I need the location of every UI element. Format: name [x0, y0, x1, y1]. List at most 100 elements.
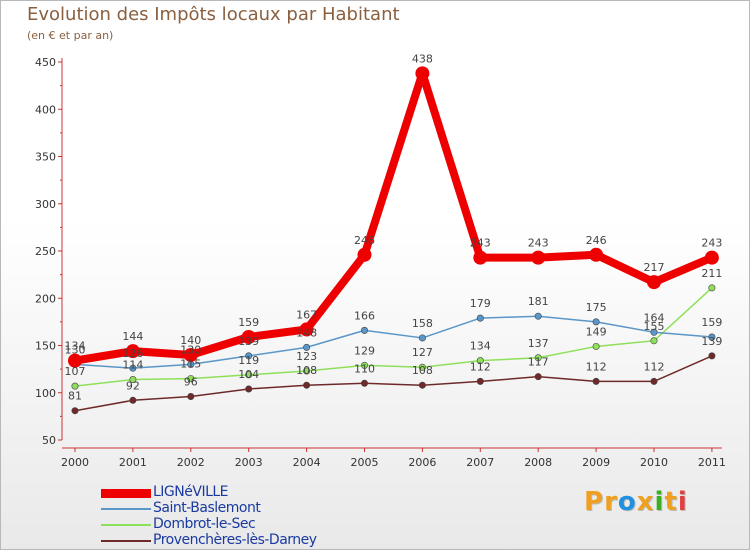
data-point: [531, 250, 546, 265]
y-tick-label: 50: [42, 434, 56, 447]
data-label: 115: [180, 358, 201, 371]
data-point: [476, 314, 484, 322]
data-label: 181: [528, 295, 549, 308]
data-point: [589, 247, 604, 262]
data-label: 158: [412, 317, 433, 330]
data-point: [68, 353, 82, 368]
y-tick-label: 400: [35, 103, 56, 116]
series-line-3: [74, 355, 713, 412]
data-label: 112: [586, 360, 607, 373]
data-label: 211: [701, 267, 722, 280]
data-point: [592, 377, 600, 385]
data-label: 96: [184, 376, 198, 389]
data-point: [647, 275, 661, 290]
y-tick-label: 250: [35, 245, 56, 258]
data-point: [303, 381, 311, 389]
data-label: 175: [586, 301, 607, 314]
data-point: [476, 377, 484, 385]
data-label: 144: [122, 330, 143, 343]
data-label: 243: [701, 237, 722, 250]
logo-letter: i: [654, 487, 665, 517]
data-label: 167: [296, 308, 317, 321]
data-point: [650, 377, 658, 385]
data-point: [245, 385, 253, 393]
x-tick-label: 2003: [235, 456, 263, 469]
data-point: [129, 376, 137, 384]
data-point: [245, 371, 253, 379]
data-point: [187, 393, 195, 401]
data-point: [708, 333, 716, 341]
y-tick-label: 450: [35, 56, 56, 69]
data-point: [418, 363, 426, 371]
data-label: 117: [528, 356, 549, 369]
data-point: [473, 250, 488, 265]
data-point: [129, 364, 137, 372]
data-label: 246: [354, 234, 375, 247]
legend-swatch: [101, 540, 151, 542]
data-label: 130: [180, 343, 201, 356]
legend-swatch: [101, 524, 151, 526]
data-label: 134: [65, 340, 86, 353]
data-point: [187, 375, 195, 383]
data-point: [125, 344, 140, 359]
y-tick-label: 300: [35, 198, 56, 211]
data-label: 114: [122, 359, 143, 372]
y-tick-label: 100: [35, 387, 56, 400]
data-point: [360, 379, 368, 387]
y-tick-label: 150: [35, 340, 56, 353]
logo-letter: P: [584, 487, 605, 517]
data-label: 148: [296, 326, 317, 339]
data-point: [418, 334, 426, 342]
data-label: 104: [238, 368, 259, 381]
data-label: 123: [296, 350, 317, 363]
x-tick-label: 2007: [466, 456, 494, 469]
data-label: 159: [701, 316, 722, 329]
data-point: [592, 342, 600, 350]
legend-swatch: [101, 488, 151, 498]
data-point: [241, 329, 256, 344]
proxiti-logo: Proxiti: [584, 487, 688, 517]
data-point: [534, 312, 542, 320]
x-tick-label: 2000: [61, 456, 89, 469]
data-point: [534, 354, 542, 362]
data-point: [418, 381, 426, 389]
x-tick-label: 2004: [293, 456, 321, 469]
data-label: 140: [180, 334, 201, 347]
data-label: 108: [412, 364, 433, 377]
data-label: 179: [470, 297, 491, 310]
data-label: 127: [412, 346, 433, 359]
data-point: [534, 373, 542, 381]
data-point: [360, 361, 368, 369]
data-label: 110: [354, 362, 375, 375]
data-label: 92: [126, 379, 140, 392]
x-tick-label: 2001: [119, 456, 147, 469]
data-point: [183, 347, 198, 362]
x-tick-label: 2002: [177, 456, 205, 469]
data-label: 164: [644, 311, 665, 324]
data-point: [415, 66, 430, 81]
data-point: [71, 382, 79, 390]
data-point: [360, 326, 368, 334]
data-point: [303, 343, 311, 351]
data-label: 438: [412, 52, 433, 65]
data-label: 159: [238, 316, 259, 329]
series-line-2: [74, 287, 713, 387]
logo-letter: x: [636, 487, 655, 517]
y-tick-label: 200: [35, 292, 56, 305]
data-point: [476, 357, 484, 365]
data-label: 243: [528, 237, 549, 250]
series-line-0: [71, 69, 716, 365]
legend-label: Saint-Baslemont: [153, 500, 261, 516]
data-label: 166: [354, 309, 375, 322]
y-tick-label: 350: [35, 151, 56, 164]
logo-letter: o: [617, 487, 637, 517]
data-label: 139: [701, 335, 722, 348]
data-label: 134: [470, 340, 491, 353]
legend-label: LIGNéVILLE: [153, 484, 229, 500]
data-point: [129, 396, 137, 404]
data-point: [650, 328, 658, 336]
data-label: 243: [470, 237, 491, 250]
logo-letter: r: [604, 487, 618, 517]
data-point: [299, 322, 314, 337]
